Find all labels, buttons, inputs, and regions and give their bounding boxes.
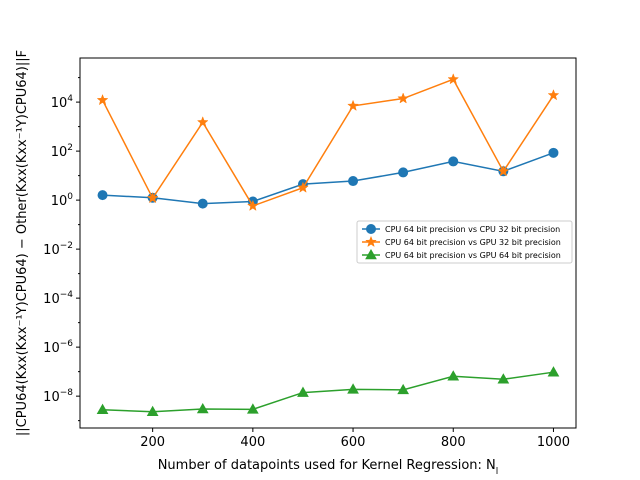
data-point: [297, 386, 309, 397]
data-point: [96, 403, 109, 414]
data-point: [447, 370, 460, 381]
x-axis-label: Number of datapoints used for Kernel Reg…: [158, 458, 499, 477]
data-point: [447, 73, 460, 85]
data-point: [196, 402, 209, 414]
series-3: [96, 366, 560, 417]
legend: CPU 64 bit precision vs CPU 32 bit preci…: [356, 220, 573, 264]
series-line: [102, 152, 554, 205]
legend-marker: [366, 224, 376, 234]
legend-label: CPU 64 bit precision vs GPU 32 bit preci…: [385, 238, 561, 247]
y-tick-label: 104: [51, 94, 74, 111]
legend-frame: [356, 220, 573, 264]
x-tick-label: 200: [140, 435, 165, 450]
data-point: [497, 165, 510, 177]
data-point: [97, 190, 108, 201]
data-point: [246, 403, 259, 414]
x-tick-label: 800: [441, 435, 466, 450]
data-point: [96, 93, 109, 106]
data-point: [547, 89, 560, 101]
data-point: [146, 191, 159, 204]
data-point: [347, 383, 359, 394]
data-point: [196, 116, 209, 128]
data-point: [197, 198, 208, 209]
data-point: [348, 176, 359, 187]
data-point: [347, 99, 359, 111]
series-2: [96, 73, 560, 211]
y-tick-label: 10−6: [43, 339, 73, 356]
y-axis: 10−8 10−6 10−4 10−2 100 102 104: [43, 77, 80, 422]
data-point: [146, 405, 159, 417]
y-tick-label: 10−4: [43, 290, 73, 307]
plot-area: [79, 57, 577, 429]
y-tick-label: 102: [51, 143, 73, 160]
data-point: [548, 147, 559, 158]
y-tick-label: 10−2: [43, 241, 73, 258]
x-tick-label: 1000: [537, 435, 570, 450]
y-tick-label: 100: [51, 192, 74, 209]
x-axis: 200 400 600 800 1000: [140, 428, 570, 450]
legend-label: CPU 64 bit precision vs GPU 64 bit preci…: [385, 251, 561, 260]
y-tick-label: 10−8: [43, 388, 73, 405]
data-point: [448, 156, 459, 167]
x-tick-label: 400: [240, 435, 265, 450]
series-1: [97, 147, 559, 209]
legend-item: CPU 64 bit precision vs GPU 32 bit preci…: [362, 235, 561, 248]
data-point: [246, 199, 259, 211]
data-point: [398, 167, 409, 178]
legend-item: CPU 64 bit precision vs GPU 64 bit preci…: [362, 248, 561, 260]
data-point: [497, 373, 510, 384]
legend-marker: [365, 235, 377, 248]
data-point: [547, 366, 560, 377]
data-point: [397, 92, 410, 104]
data-point: [297, 181, 309, 193]
series-line: [102, 371, 554, 413]
legend-label: CPU 64 bit precision vs CPU 32 bit preci…: [385, 225, 560, 234]
plot-frame: [79, 57, 577, 429]
legend-marker: [365, 248, 377, 260]
data-point: [397, 383, 410, 395]
series-layer: [96, 73, 560, 417]
x-tick-label: 600: [341, 435, 366, 450]
y-axis-label: ||CPU64(Kxx(Kxx⁻¹Y)CPU64) − Other(Kxx(Kx…: [15, 50, 30, 436]
series-line: [101, 78, 555, 207]
legend-item: CPU 64 bit precision vs CPU 32 bit preci…: [362, 224, 560, 234]
